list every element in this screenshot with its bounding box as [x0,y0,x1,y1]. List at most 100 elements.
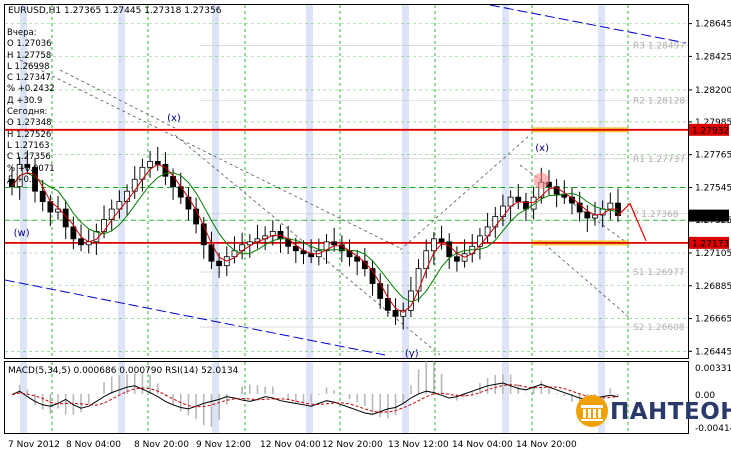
session-band [502,362,509,433]
candle-down [515,196,522,203]
info-line: L 1.27163 [7,140,50,151]
pivot-label-s2: S2 1.26608 [633,323,685,333]
y-tick-label: 1.27765 [695,151,731,161]
x-tick-label: 9 Nov 12:00 [196,440,251,450]
pivot-label-p: P 1.27368 [633,210,679,220]
wave-label: (y) [405,349,419,360]
wave-label: (w) [14,228,30,239]
candle-up [430,238,437,252]
trend-line [539,239,631,319]
channel-line-upper [489,4,687,44]
candle-down [193,208,200,225]
y-tick-label: 1.26445 [695,347,731,357]
candle-down [454,256,460,262]
brand-emblem-icon [576,395,608,427]
ohlc-label: 1.27365 1.27445 1.27318 1.27356 [64,6,222,16]
x-tick-label: 8 Nov 20:00 [134,440,189,450]
candle-down [62,208,69,228]
candle-down [384,298,391,311]
macd-label: MACD(5,34,5) 0.000686 0.000790 [8,366,163,376]
candle-down [331,241,338,246]
y-tick-label: 1.27105 [695,249,731,259]
ma-slow-line [11,172,619,303]
info-line: Вчера: [7,28,37,38]
session-band [598,5,605,358]
candle-up [116,201,123,210]
info-line: % +0.2432 [7,84,55,95]
candle-down [70,226,77,240]
brand-name: ПАНТЕОН [610,399,731,425]
info-line: Д +0.9 [7,174,37,185]
info-panel: Вчера: O 1.27036 H 1.27758 L 1.26998 C 1.273… [7,28,55,186]
info-line: O 1.27348 [7,118,52,129]
indicator-tick-label: -0.00414 [695,424,731,434]
candle-up [423,250,430,270]
main-panel-frame [4,4,689,359]
pivot-label-r2: R2 1.28128 [633,97,685,107]
candle-up [507,196,514,207]
y-tick-label: 1.27985 [695,118,731,128]
y-tick-label: 1.26665 [695,315,731,325]
session-band [212,362,219,433]
indicator-tick-label: 0.003319 [695,364,731,374]
candle-down [24,163,31,168]
candle-up [101,219,107,232]
indicator-title: MACD(5,34,5) 0.000686 0.000790 RSI(14) 5… [8,366,238,377]
info-line: L 1.26998 [7,61,50,72]
info-line: H 1.27758 [7,50,52,61]
candle-down [392,309,399,317]
session-band [402,362,409,433]
info-line: Д +30.9 [7,95,43,106]
candle-down [292,245,299,252]
info-line: % +0.0071 [7,163,55,174]
indicator-panel-frame [4,361,689,434]
y-tick-label: 1.28645 [695,20,731,30]
candle-up [492,216,499,228]
candle-up [131,178,138,192]
pivot-label-r3: R3 1.28497 [633,42,685,52]
candle-down [208,244,215,262]
wave-label: (x) [167,113,181,124]
y-tick-label: 1.27545 [695,183,731,193]
x-tick-label: 14 Nov 20:00 [516,440,577,450]
y-tick-label: 1.26885 [695,282,731,292]
candle-up [124,190,130,203]
session-band [20,5,27,358]
candle-up [246,241,253,246]
session-band [502,5,509,358]
candle-up [415,268,422,292]
projection-path [617,202,647,242]
session-band [306,362,313,433]
info-line: H 1.27526 [7,129,52,140]
channel-line-lower [4,279,386,356]
info-line: C 1.27356 [7,152,51,163]
trend-line [399,134,531,251]
candle-up [607,202,614,210]
candle-down [584,211,591,219]
rsi-line [11,382,619,415]
trend-line [19,59,401,249]
candle-down [446,241,453,258]
session-band [118,362,125,433]
candle-down [185,196,192,210]
session-band [306,5,313,358]
candle-up [147,160,153,168]
candle-down [39,190,46,203]
candle-down [438,238,445,243]
x-tick-label: 13 Nov 12:00 [388,440,449,450]
x-tick-label: 14 Nov 04:00 [452,440,513,450]
candle-down [576,202,583,213]
pivot-label-r1: R1 1.27737 [633,155,685,165]
y-tick-label: 1.28425 [695,52,731,62]
session-band [20,362,27,433]
support-price-label-box [689,236,729,249]
resistance-price-label: 1.27932 [692,126,729,136]
candle-down [216,260,223,267]
session-band [598,362,605,433]
candle-up [400,309,407,317]
ma-fast-line [11,163,619,313]
candle-up [477,235,483,247]
trend-line [519,164,631,246]
